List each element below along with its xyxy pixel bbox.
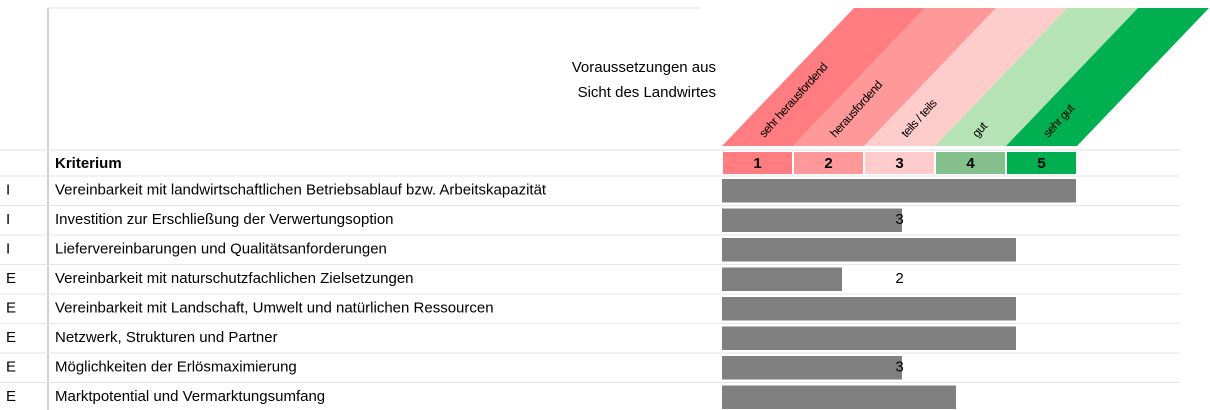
criterion-label: Vereinbarkeit mit naturschutzfachlichen … [55,270,414,287]
scale-number: 3 [895,155,903,172]
criterion-label: Vereinbarkeit mit landwirtschaftlichen B… [55,182,547,199]
criterion-label: Marktpotential und Vermarktungsumfang [55,388,325,405]
scale-band [864,8,1067,146]
scale-cell [794,152,863,174]
group-letter: E [6,388,16,405]
scale-band [1006,8,1209,146]
scale-number: 1 [753,155,761,172]
group-letter: E [6,359,16,376]
group-letter: I [6,241,10,258]
criterion-label: Liefervereinbarungen und Qualitätsanford… [55,241,387,258]
heading-line: Voraussetzungen aus [572,59,716,76]
scale-number: 4 [966,155,975,172]
group-letter: E [6,300,16,317]
bar [722,326,1016,350]
bar [722,208,902,232]
scale-band [722,8,925,146]
column-header: Kriterium [55,155,122,172]
scale-cell [1007,152,1076,174]
group-letter: I [6,182,10,199]
criterion-label: Netzwerk, Strukturen und Partner [55,329,278,346]
scale-number: 5 [1037,155,1045,172]
bar [722,238,1016,262]
value-label: 3 [895,211,903,228]
group-letter: E [6,329,16,346]
value-label: 2 [895,270,903,287]
criterion-label: Investition zur Erschließung der Verwert… [55,211,394,228]
bar [722,356,902,380]
scale-band [935,8,1138,146]
scale-cell [936,152,1005,174]
bar [722,385,956,409]
criterion-label: Möglichkeiten der Erlösmaximierung [55,359,297,376]
group-letter: I [6,211,10,228]
value-label: 3 [895,359,903,376]
group-letter: E [6,270,16,287]
bar [722,179,1076,203]
bar [722,297,1016,321]
scale-cell [723,152,792,174]
bar [722,267,842,291]
heading-line: Sicht des Landwirtes [578,84,716,101]
criterion-label: Vereinbarkeit mit Landschaft, Umwelt und… [55,300,494,317]
scale-cell [865,152,934,174]
scale-band [793,8,996,146]
scale-number: 2 [824,155,832,172]
